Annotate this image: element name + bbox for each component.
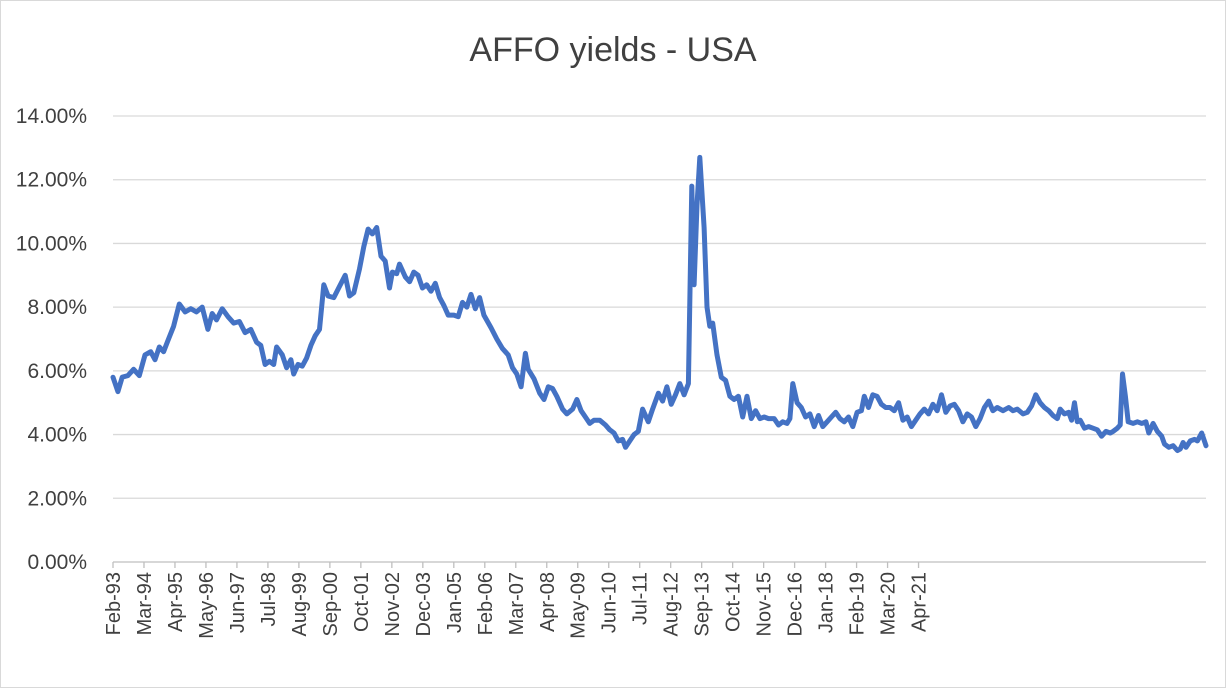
y-tick-label: 2.00% bbox=[27, 487, 87, 510]
x-axis bbox=[112, 561, 1206, 568]
x-tick-label: Apr-21 bbox=[909, 572, 931, 632]
y-tick-label: 8.00% bbox=[27, 296, 87, 319]
y-tick-label: 14.00% bbox=[16, 105, 87, 128]
x-tick-label: May-09 bbox=[568, 572, 590, 639]
x-tick-label: Oct-14 bbox=[723, 572, 745, 632]
x-tick-label: Feb-06 bbox=[475, 572, 497, 635]
x-tick-label: Jan-05 bbox=[444, 572, 466, 633]
x-tick-label: Mar-94 bbox=[134, 572, 156, 635]
y-tick-label: 6.00% bbox=[27, 360, 87, 383]
x-tick-label: Dec-16 bbox=[785, 572, 807, 636]
x-tick-label: Nov-02 bbox=[382, 572, 404, 636]
x-tick-label: Apr-95 bbox=[165, 572, 187, 632]
x-tick-label: Dec-03 bbox=[413, 572, 435, 636]
y-tick-label: 12.00% bbox=[16, 169, 87, 192]
y-tick-label: 10.00% bbox=[16, 232, 87, 255]
x-tick-label: Jul-98 bbox=[258, 572, 280, 626]
x-tick-label: Sep-13 bbox=[692, 572, 714, 637]
x-tick-label: Jun-10 bbox=[599, 572, 621, 633]
x-tick-label: Aug-12 bbox=[661, 572, 683, 637]
x-tick-label: Nov-15 bbox=[754, 572, 776, 636]
x-tick-label: Oct-01 bbox=[351, 572, 373, 632]
x-tick-label: Jan-18 bbox=[816, 572, 838, 633]
x-tick-label: Feb-93 bbox=[103, 572, 125, 635]
x-tick-label: May-96 bbox=[196, 572, 218, 639]
x-tick-label: Aug-99 bbox=[289, 572, 311, 637]
x-tick-label: Jun-97 bbox=[227, 572, 249, 633]
x-axis-tick-labels: Feb-93 Mar-94 Apr-95 May-96 Jun-97 Jul-98 Aug-… bbox=[103, 572, 931, 639]
y-tick-label: 0.00% bbox=[27, 551, 87, 574]
x-tick-label: Jul-11 bbox=[630, 572, 652, 625]
y-axis-tick-labels: 0.00% 2.00% 4.00% 6.00% 8.00% 10.00% 12.00% 14.… bbox=[16, 105, 87, 574]
chart-title: AFFO yields - USA bbox=[469, 31, 757, 69]
x-tick-label: Mar-07 bbox=[506, 572, 528, 635]
x-tick-label: Apr-08 bbox=[537, 572, 559, 632]
series-line bbox=[110, 154, 1209, 453]
series-group bbox=[110, 154, 1209, 453]
x-tick-label: Feb-19 bbox=[847, 572, 869, 635]
gridlines bbox=[113, 115, 1206, 499]
x-tick-label: Mar-20 bbox=[878, 572, 900, 635]
y-tick-label: 4.00% bbox=[27, 424, 87, 447]
x-tick-label: Sep-00 bbox=[320, 572, 342, 637]
